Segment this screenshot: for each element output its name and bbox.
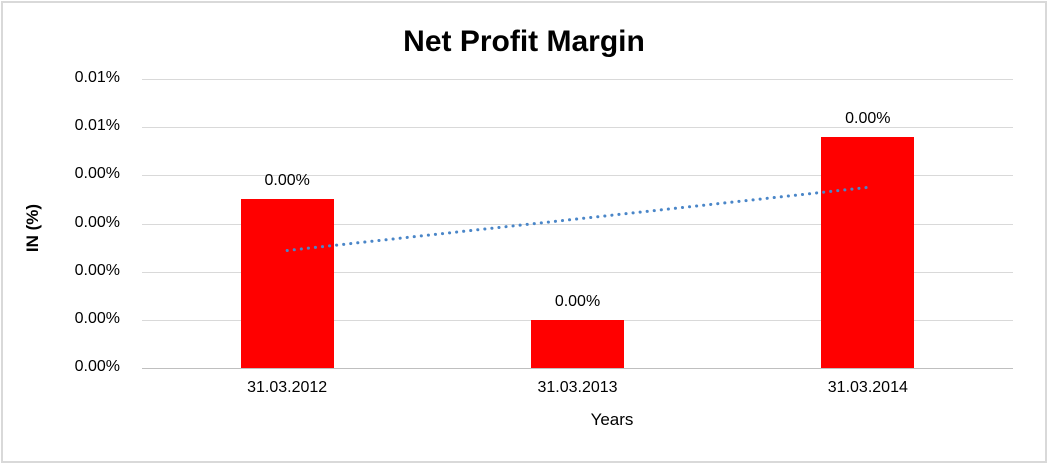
x-axis-title: Years bbox=[590, 410, 634, 429]
chart-title: Net Profit Margin bbox=[403, 25, 645, 58]
trendline-dotted bbox=[285, 185, 870, 252]
bar-31.03.2012 bbox=[240, 199, 334, 368]
plot-area: 0.00% 0.00% 0.00% bbox=[142, 79, 1013, 369]
x-axis-line bbox=[142, 368, 1013, 369]
y-tick-label: 0.00% bbox=[74, 213, 120, 231]
gridline bbox=[142, 79, 1013, 80]
y-tick-label: 0.00% bbox=[74, 358, 120, 375]
y-tick-label: 0.01% bbox=[74, 69, 120, 86]
bar-data-label: 0.00% bbox=[264, 172, 310, 190]
gridline bbox=[142, 271, 1013, 273]
bar-31.03.2013 bbox=[531, 319, 624, 368]
y-tick-label: 0.00% bbox=[74, 165, 120, 183]
gridline bbox=[142, 175, 1013, 177]
bar-data-label: 0.00% bbox=[845, 109, 891, 127]
x-category-label: 31.03.2014 bbox=[827, 379, 908, 396]
bar-31.03.2014 bbox=[821, 136, 915, 368]
y-tick-label: 0.01% bbox=[74, 117, 120, 135]
y-tick-label: 0.00% bbox=[74, 309, 120, 327]
y-tick-label: 0.00% bbox=[74, 261, 120, 279]
trendline bbox=[285, 185, 870, 252]
bar-data-label: 0.00% bbox=[554, 292, 601, 310]
gridline bbox=[142, 223, 1013, 225]
x-category-label: 31.03.2012 bbox=[247, 379, 328, 396]
x-category-label: 31.03.2013 bbox=[537, 379, 618, 396]
gridline bbox=[142, 127, 1013, 129]
